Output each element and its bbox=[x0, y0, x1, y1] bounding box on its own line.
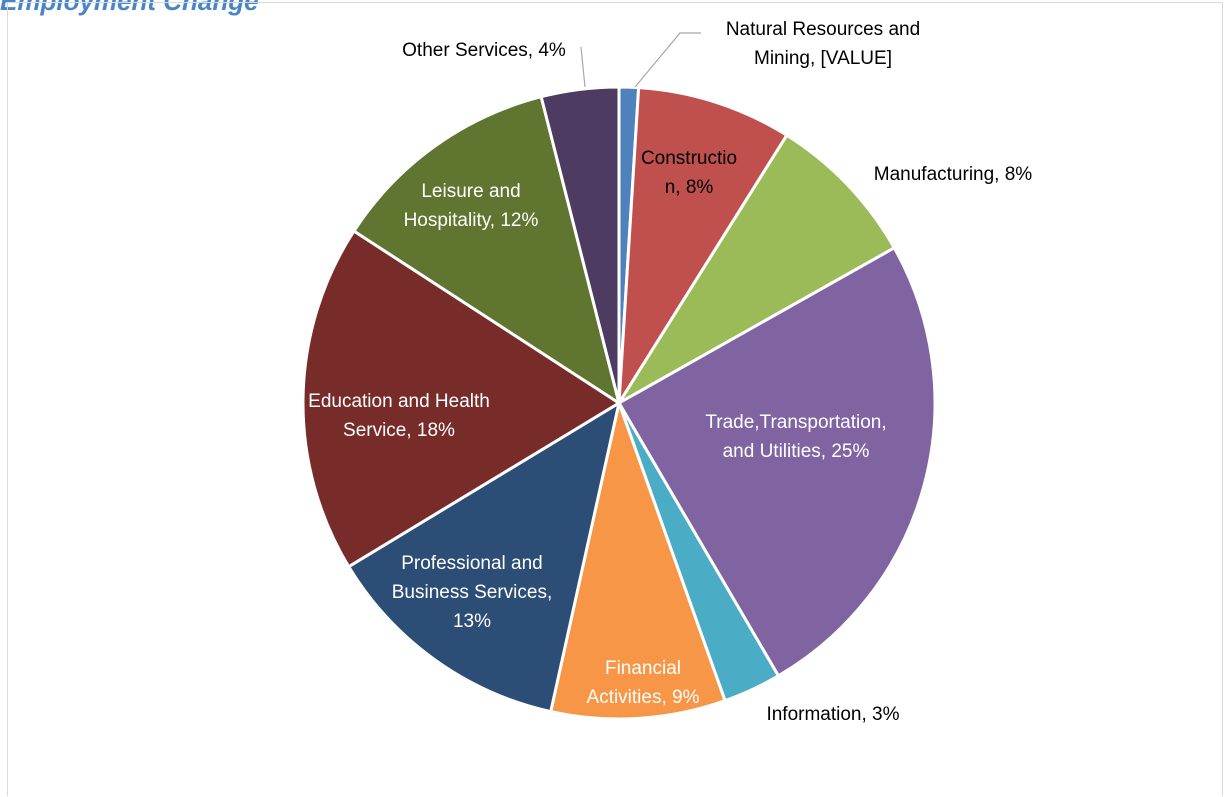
pie-slice-leisure-and-hospitality bbox=[351, 94, 622, 407]
data-label-line: Other Services, 4% bbox=[402, 40, 566, 61]
data-label-line: Mining, [VALUE] bbox=[754, 48, 892, 69]
data-label-natural-resources-and-mining: Natural Resources and Mining, [VALUE] bbox=[726, 19, 920, 69]
data-label-line: and Utilities, 25% bbox=[723, 441, 870, 462]
data-label-line: Trade,Transportation, bbox=[705, 412, 886, 433]
data-label-line: Activities, 9% bbox=[587, 687, 700, 708]
pie-slice-education-and-health-service bbox=[301, 228, 622, 569]
data-label-line: 13% bbox=[453, 611, 491, 632]
pie-chart: Natural Resources and Mining, [VALUE] Cons… bbox=[301, 19, 1033, 725]
data-label-manufacturing: Manufacturing, 8% bbox=[874, 164, 1033, 185]
data-label-line: Service, 18% bbox=[343, 420, 455, 441]
data-label-line: n, 8% bbox=[665, 177, 714, 198]
data-label-line: Financial bbox=[605, 658, 681, 679]
data-label-line: Manufacturing, 8% bbox=[874, 164, 1033, 185]
data-label-line: Professional and bbox=[401, 553, 543, 574]
data-label-line: Information, 3% bbox=[766, 704, 899, 725]
chart-area: Natural Resources and Mining, [VALUE] Cons… bbox=[7, 2, 1223, 796]
data-label-information: Information, 3% bbox=[766, 704, 899, 725]
data-label-education-and-health-service: Education and Health Service, 18% bbox=[308, 391, 490, 441]
data-label-line: Hospitality, 12% bbox=[404, 210, 539, 231]
leader-line bbox=[580, 46, 586, 88]
data-label-line: Leisure and bbox=[421, 181, 520, 202]
pie-slice-other-services bbox=[539, 85, 621, 404]
data-label-line: Constructio bbox=[641, 148, 737, 169]
leader-line bbox=[634, 32, 701, 88]
pie-slice-financial-activities bbox=[548, 397, 727, 721]
data-label-line: Education and Health bbox=[308, 391, 490, 412]
data-label-financial-activities: Financial Activities, 9% bbox=[587, 658, 700, 708]
data-label-trade-transportation-and-utilities: Trade,Transportation, and Utilities, 25% bbox=[705, 412, 886, 462]
pie-slice-manufacturing bbox=[617, 133, 897, 405]
data-label-leisure-and-hospitality: Leisure and Hospitality, 12% bbox=[404, 181, 539, 231]
pie-slice-professional-and-business-services bbox=[346, 399, 622, 714]
data-label-other-services: Other Services, 4% bbox=[402, 40, 566, 61]
chart-title: Employment Change bbox=[0, 0, 259, 16]
data-label-line: Natural Resources and bbox=[726, 19, 920, 40]
data-label-line: Business Services, bbox=[392, 582, 553, 603]
pie-slice-trade-transportation-and-utilities bbox=[616, 245, 937, 678]
data-label-construction: Constructio n, 8% bbox=[641, 148, 737, 198]
pie-slice-construction bbox=[617, 86, 789, 404]
data-label-professional-and-business-services: Professional and Business Services, 13% bbox=[392, 553, 553, 632]
